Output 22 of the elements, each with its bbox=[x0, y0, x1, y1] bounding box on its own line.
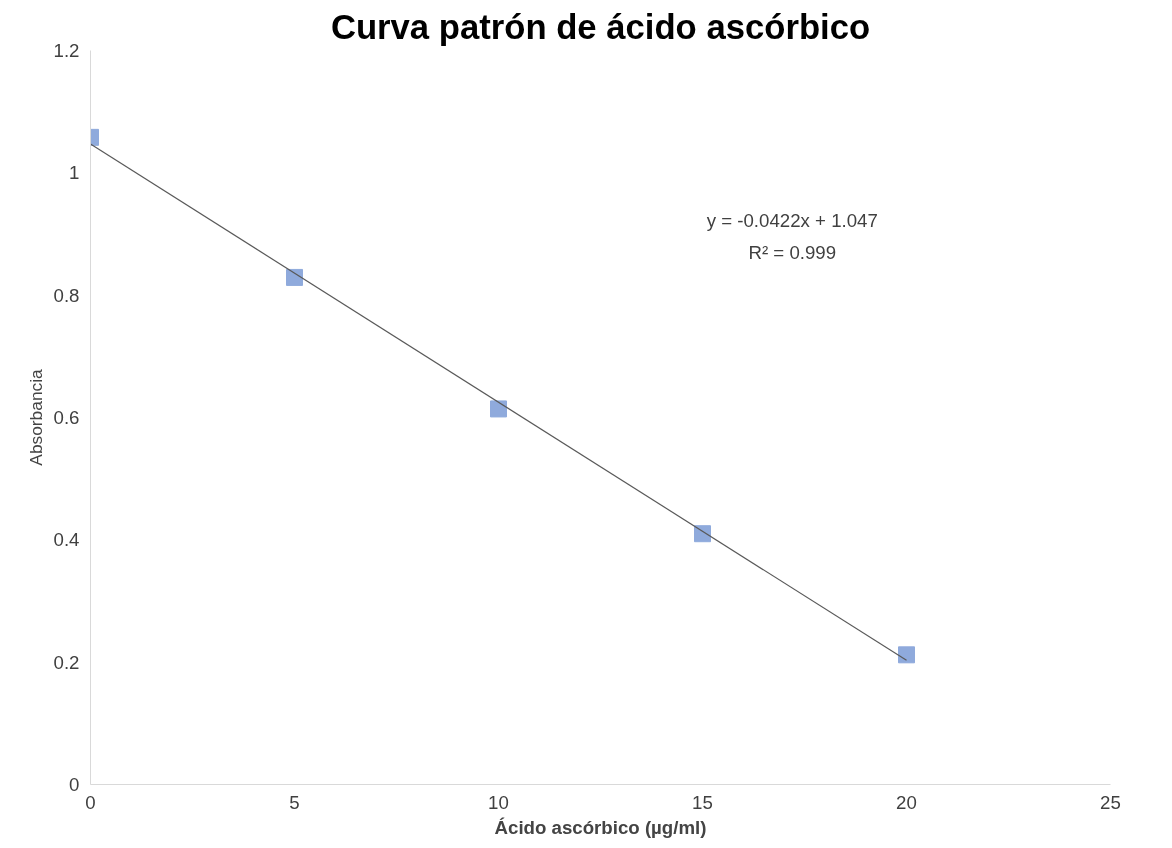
annotation: y = -0.0422x + 1.047 bbox=[706, 209, 878, 231]
x-tick-label: 15 bbox=[692, 791, 713, 813]
y-tick-label: 1 bbox=[69, 162, 80, 184]
x-tick-label: 5 bbox=[289, 791, 300, 813]
point bbox=[286, 268, 303, 286]
y-tick-label: 0.4 bbox=[53, 529, 80, 551]
x-tick-label: 20 bbox=[896, 791, 917, 813]
x-tick-label: 10 bbox=[488, 791, 509, 813]
y-tick-label: 1.2 bbox=[53, 40, 80, 61]
y-tick-label: 0.8 bbox=[53, 284, 80, 306]
x-axis-title: Ácido ascórbico (µg/ml) bbox=[494, 816, 707, 838]
y-tick-label: 0.2 bbox=[53, 651, 80, 673]
x-tick-label: 0 bbox=[85, 791, 96, 813]
chart-title: Curva patrón de ácido ascórbico bbox=[330, 7, 871, 46]
point bbox=[694, 525, 711, 543]
y-tick-label: 0 bbox=[69, 774, 80, 795]
y-axis-title: Absorbancia bbox=[25, 368, 46, 466]
point bbox=[898, 646, 915, 664]
point bbox=[490, 400, 507, 418]
x-tick-label: 25 bbox=[1100, 791, 1121, 813]
y-tick-label: 0.6 bbox=[53, 407, 80, 428]
annotation: R² = 0.999 bbox=[748, 241, 837, 263]
